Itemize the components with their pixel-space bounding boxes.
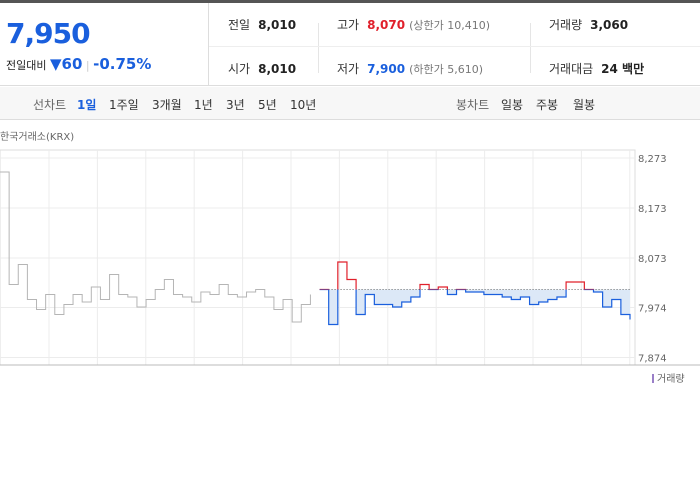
tab[interactable]: 1일 — [77, 98, 97, 112]
volume-legend: 거래량 — [657, 373, 685, 385]
quote-panel: 7,950 전일대비 ▼60 | -0.75% 전일 8,010 고가 8,070 (상… — [0, 0, 700, 86]
change-value: 60 — [61, 55, 83, 73]
line-up — [319, 261, 595, 290]
change-label: 전일대비 — [6, 59, 47, 72]
cell-value: 7,900 — [367, 62, 406, 76]
y-tick-label: 8,273 — [638, 154, 667, 165]
price: 7,950 — [6, 17, 91, 50]
down-arrow: ▼ — [49, 55, 62, 73]
chart: 한국거래소(KRX) 7,874 7,974 8,073 8,173 8,273 거래량 — [0, 131, 700, 385]
quote-cell: 저가 7,900 (하한가 5,610) — [337, 60, 483, 77]
cell-value: 3,060 — [590, 18, 629, 32]
cell-label: 고가 — [337, 18, 360, 32]
cell-value: 8,070 — [367, 18, 406, 32]
cell-label: 거래대금 — [549, 62, 594, 76]
cell-label: 거래량 — [549, 18, 583, 32]
y-tick-label: 7,874 — [638, 354, 667, 365]
price-box: 7,950 전일대비 ▼60 | -0.75% — [0, 3, 209, 86]
volume-legend-swatch — [652, 374, 654, 383]
tab[interactable]: 1년 — [194, 98, 213, 112]
quote-cell: 거래대금 24 백만 — [549, 60, 644, 77]
tab[interactable]: 3개월 — [152, 98, 182, 112]
cell-divider — [318, 23, 319, 73]
y-tick-label: 7,974 — [638, 304, 667, 315]
tab[interactable]: 10년 — [290, 98, 317, 112]
row-divider — [209, 46, 700, 47]
tab[interactable]: 1주일 — [109, 98, 139, 112]
quote-cell: 고가 8,070 (상한가 10,410) — [337, 16, 490, 33]
y-tick-label: 8,173 — [638, 204, 667, 215]
cell-label: 전일 — [228, 18, 251, 32]
quote-cell: 전일 8,010 — [228, 16, 296, 33]
line-down — [319, 289, 631, 326]
y-tick-label: 8,073 — [638, 254, 667, 265]
source: 한국거래소(KRX) — [0, 131, 74, 143]
cell-value: 24 백만 — [601, 62, 645, 76]
cell-limit: (하한가 5,610) — [409, 63, 483, 76]
change: 전일대비 ▼60 | -0.75% — [6, 55, 151, 73]
change-pct: -0.75% — [93, 55, 152, 73]
cell-value: 8,010 — [258, 18, 297, 32]
quote-cell: 시가 8,010 — [228, 60, 296, 77]
cell-label: 시가 — [228, 62, 251, 76]
area — [319, 289, 630, 325]
quote-cell: 거래량 3,060 — [549, 16, 628, 33]
tab-bar: 선차트 1일 1주일 3개월 1년 3년 5년 10년 봉차트 일봉 주봉 월봉 — [0, 87, 700, 120]
tab-group-label: 봉차트 — [456, 98, 490, 112]
divider: | — [85, 59, 90, 72]
tab[interactable]: 월봉 — [573, 98, 596, 112]
tab[interactable]: 3년 — [226, 98, 245, 112]
cell-limit: (상한가 10,410) — [409, 19, 490, 32]
cell-value: 8,010 — [258, 62, 297, 76]
tab[interactable]: 일봉 — [501, 98, 524, 112]
cell-divider — [530, 23, 531, 73]
tab-group-label: 선차트 — [33, 98, 67, 112]
cell-label: 저가 — [337, 62, 360, 76]
tab[interactable]: 5년 — [258, 98, 277, 112]
line — [0, 171, 311, 323]
tab[interactable]: 주봉 — [536, 98, 559, 112]
